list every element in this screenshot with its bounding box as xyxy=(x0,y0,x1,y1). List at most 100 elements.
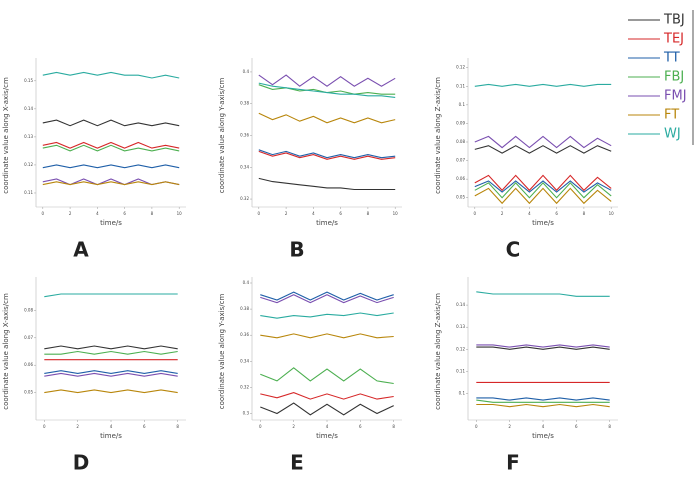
x-axis-label: time/s xyxy=(532,432,554,440)
series-line xyxy=(474,182,612,199)
y-axis-label: coordinate value along Z-axis/cm xyxy=(434,293,442,410)
x-tick-label: 6 xyxy=(143,424,146,429)
y-tick-label: 0.1 xyxy=(459,390,466,395)
x-tick-label: 6 xyxy=(339,211,342,216)
x-tick-label: 10 xyxy=(177,211,183,216)
x-tick-label: 2 xyxy=(69,211,72,216)
y-tick-label: 0.14 xyxy=(24,106,33,111)
x-tick-label: 0 xyxy=(43,424,46,429)
series-line xyxy=(258,149,396,159)
x-axis-label: time/s xyxy=(100,219,122,227)
series-line xyxy=(476,403,610,408)
x-tick-label: 8 xyxy=(151,211,154,216)
y-tick-label: 0.36 xyxy=(240,332,249,337)
y-tick-label: 0.07 xyxy=(24,335,33,340)
panel-label: D xyxy=(73,451,90,475)
series-line xyxy=(44,372,178,377)
y-tick-label: 0.13 xyxy=(24,134,33,139)
series-line xyxy=(44,345,178,350)
series-line xyxy=(42,181,180,186)
x-tick-label: 10 xyxy=(393,211,399,216)
y-axis-label: coordinate value along Y-axis/cm xyxy=(218,78,226,194)
y-tick-label: 0.12 xyxy=(456,346,465,351)
y-tick-label: 0.05 xyxy=(24,390,33,395)
x-tick-label: 0 xyxy=(42,211,45,216)
x-tick-label: 0 xyxy=(259,424,262,429)
y-tick-label: 0.34 xyxy=(240,164,249,169)
x-tick-label: 10 xyxy=(609,211,615,216)
x-axis-label: time/s xyxy=(316,432,338,440)
series-line xyxy=(258,74,396,87)
x-tick-label: 2 xyxy=(285,211,288,216)
x-tick-label: 6 xyxy=(359,424,362,429)
y-tick-label: 0.38 xyxy=(240,101,249,106)
y-axis-label: coordinate value along X-axis/cm xyxy=(2,77,10,194)
y-tick-label: 0.36 xyxy=(240,133,249,138)
series-line xyxy=(474,174,612,192)
y-tick-label: 0.06 xyxy=(24,362,33,367)
x-tick-label: 8 xyxy=(367,211,370,216)
y-axis-label: coordinate value along Y-axis/cm xyxy=(218,294,226,410)
panel-label: C xyxy=(506,238,521,262)
y-tick-label: 0.11 xyxy=(456,368,465,373)
series-line xyxy=(44,370,178,374)
x-tick-label: 6 xyxy=(123,211,126,216)
y-tick-label: 0.3 xyxy=(243,410,250,415)
y-tick-label: 0.14 xyxy=(456,302,465,307)
legend-label: TEJ xyxy=(663,32,684,47)
series-line xyxy=(474,83,612,87)
legend-label: WJ xyxy=(664,127,681,142)
y-tick-label: 0.06 xyxy=(456,176,465,181)
x-tick-label: 2 xyxy=(501,211,504,216)
series-line xyxy=(260,402,394,416)
panel-label: F xyxy=(506,451,520,475)
x-tick-label: 4 xyxy=(312,211,315,216)
x-tick-label: 6 xyxy=(555,211,558,216)
x-tick-label: 4 xyxy=(110,424,113,429)
series-line xyxy=(42,71,180,79)
x-axis-label: time/s xyxy=(532,219,554,227)
series-line xyxy=(44,350,178,355)
x-tick-label: 8 xyxy=(392,424,395,429)
legend-label: TBJ xyxy=(663,13,685,28)
series-line xyxy=(260,333,394,339)
series-line xyxy=(260,291,394,301)
panel-label: B xyxy=(289,238,304,262)
series-line xyxy=(44,389,178,394)
series-line xyxy=(474,180,612,193)
y-tick-label: 0.12 xyxy=(456,65,465,70)
y-tick-label: 0.12 xyxy=(24,162,33,167)
x-tick-label: 0 xyxy=(475,424,478,429)
legend-label: TT xyxy=(663,51,680,66)
series-line xyxy=(474,145,612,154)
y-tick-label: 0.11 xyxy=(24,190,33,195)
y-tick-label: 0.4 xyxy=(243,280,250,285)
x-tick-label: 4 xyxy=(96,211,99,216)
series-line xyxy=(42,164,180,169)
series-line xyxy=(260,367,394,385)
series-line xyxy=(260,312,394,319)
x-tick-label: 6 xyxy=(575,424,578,429)
y-tick-label: 0.15 xyxy=(24,78,33,83)
x-axis-label: time/s xyxy=(100,432,122,440)
series-line xyxy=(258,82,396,98)
series-line xyxy=(260,294,394,304)
x-tick-label: 4 xyxy=(326,424,329,429)
y-tick-label: 0.13 xyxy=(456,324,465,329)
y-tick-label: 0.08 xyxy=(24,307,33,312)
y-tick-label: 0.07 xyxy=(456,158,465,163)
series-line xyxy=(476,346,610,350)
panel-label: E xyxy=(290,451,304,475)
legend-label: FT xyxy=(664,108,679,123)
series-line xyxy=(260,392,394,400)
series-line xyxy=(476,399,610,403)
x-tick-label: 0 xyxy=(258,211,261,216)
series-line xyxy=(474,187,612,205)
legend-label: FMJ xyxy=(664,89,687,104)
x-axis-label: time/s xyxy=(316,219,338,227)
x-tick-label: 4 xyxy=(542,424,545,429)
series-line xyxy=(476,397,610,401)
legend-label: FBJ xyxy=(664,70,684,85)
series-line xyxy=(42,119,180,127)
y-tick-label: 0.34 xyxy=(240,358,249,363)
